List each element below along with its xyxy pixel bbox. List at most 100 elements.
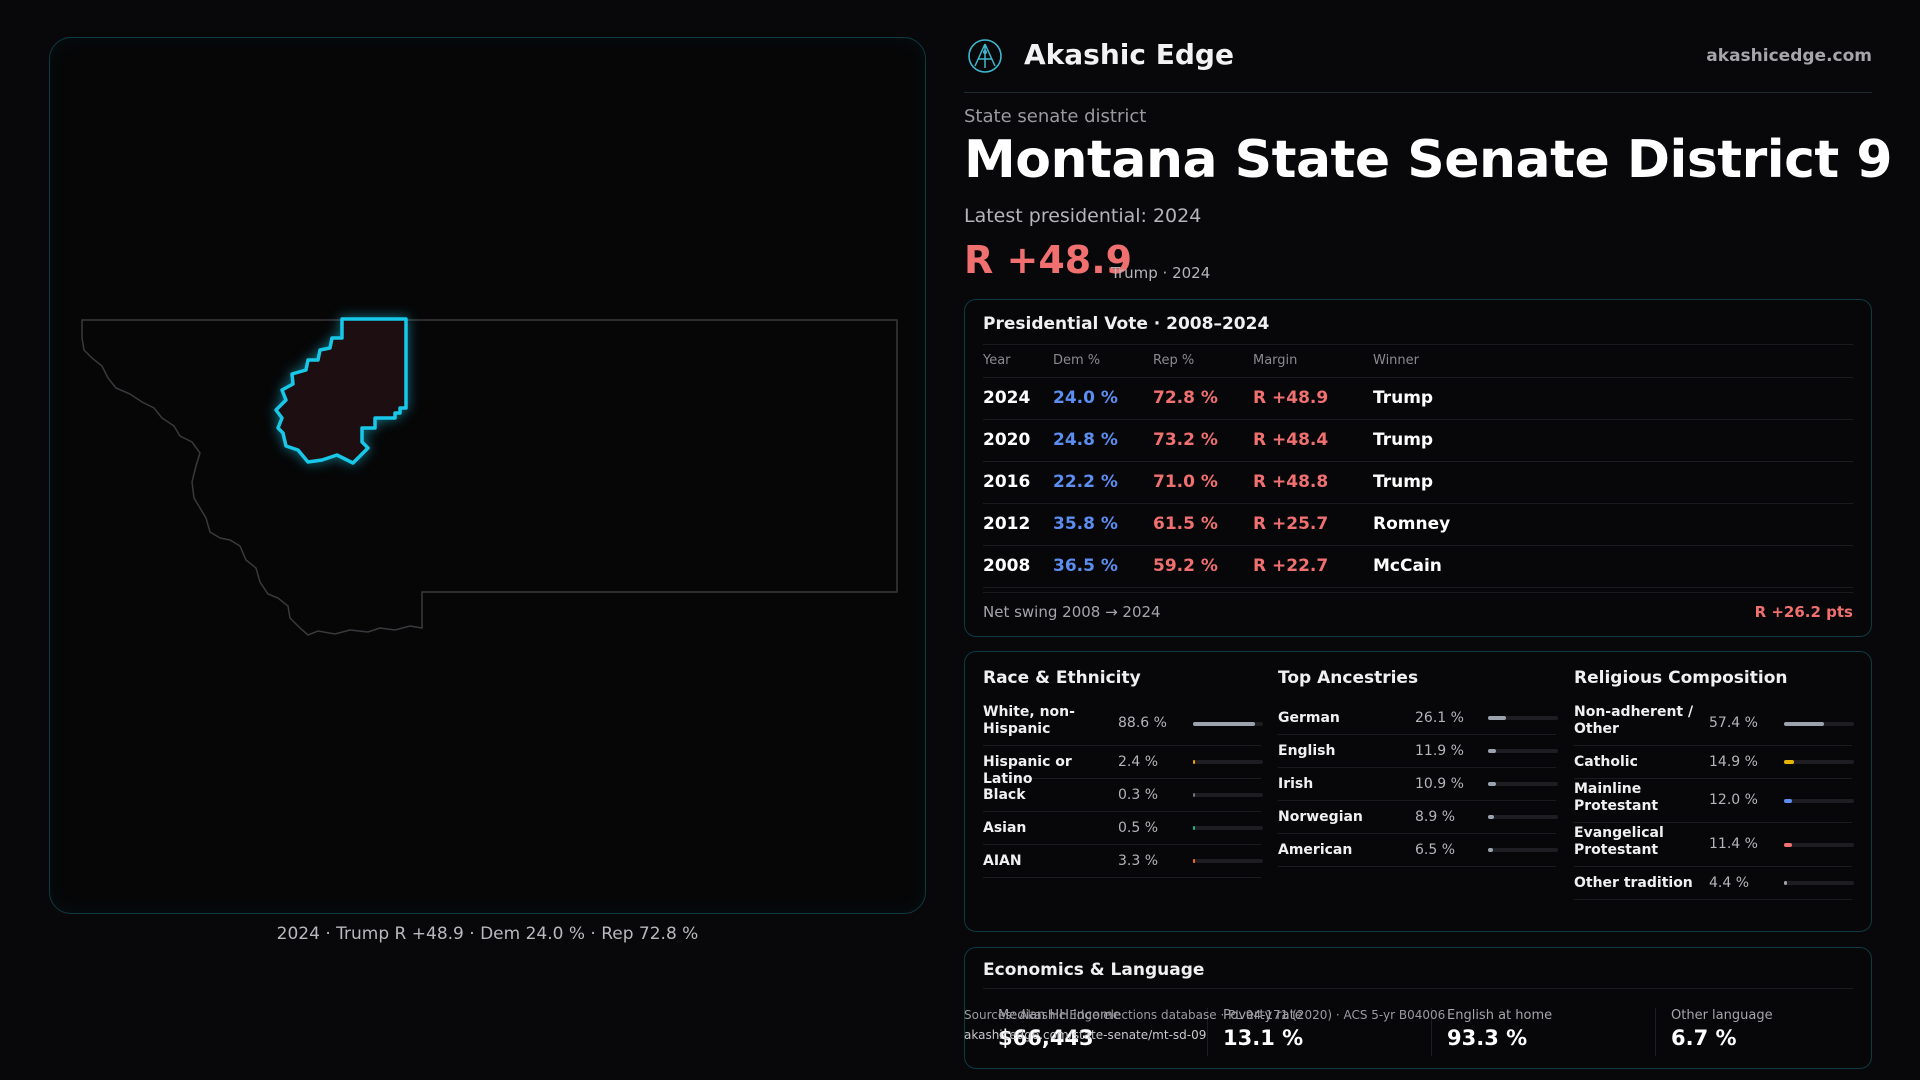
- cell-margin: R +48.9: [1253, 388, 1329, 408]
- ancestries-section: Top Ancestries German 26.1 % English 11.9 %…: [1278, 652, 1558, 933]
- econ-separator: [1655, 1008, 1656, 1056]
- cell-dem: 24.8 %: [1053, 430, 1118, 450]
- net-swing-value: R +26.2 pts: [1754, 603, 1853, 621]
- econ-median-income: Median HH income $66,443: [998, 1008, 1208, 1063]
- econ-value: 93.3 %: [1447, 1026, 1528, 1050]
- religion-title: Religious Composition: [1574, 668, 1788, 688]
- cell-rep: 73.2 %: [1153, 430, 1218, 450]
- row-value: 3.3 %: [1118, 852, 1159, 869]
- share-bar-fill: [1488, 782, 1496, 786]
- row-value: 88.6 %: [1118, 715, 1167, 731]
- state-map-svg: [81, 317, 898, 636]
- economics-card: Economics & Language Median HH income $6…: [964, 947, 1872, 1069]
- source-url[interactable]: akashicedge.com/state-senate/mt-sd-09: [964, 1028, 1207, 1042]
- share-bar: [1193, 859, 1263, 863]
- list-item: Hispanic or Latino 2.4 %: [983, 746, 1263, 787]
- share-bar-fill: [1784, 842, 1792, 847]
- list-item: German 26.1 %: [1278, 702, 1558, 735]
- source-footnote: Sources: Akashic Edge elections database…: [964, 1005, 1464, 1045]
- brand-url[interactable]: akashicedge.com: [1706, 46, 1872, 66]
- share-bar: [1193, 760, 1263, 764]
- row-label: Other tradition: [1574, 875, 1693, 891]
- row-label: Irish: [1278, 776, 1314, 792]
- table-row: 2012 35.8 % 61.5 % R +25.7 Romney: [983, 504, 1853, 546]
- cell-dem: 36.5 %: [1053, 556, 1118, 576]
- cell-year: 2020: [983, 430, 1031, 450]
- cell-margin: R +48.4: [1253, 430, 1329, 450]
- share-bar-fill: [1193, 793, 1195, 797]
- table-row: 2016 22.2 % 71.0 % R +48.8 Trump: [983, 462, 1853, 504]
- religion-section: Religious Composition Non-adherent / Oth…: [1574, 652, 1854, 933]
- row-value: 12.0 %: [1709, 792, 1758, 808]
- row-value: 2.4 %: [1118, 753, 1159, 770]
- row-value: 8.9 %: [1415, 808, 1456, 825]
- share-bar: [1488, 815, 1558, 819]
- share-bar: [1784, 721, 1854, 726]
- row-label: Evangelical Protestant: [1574, 825, 1664, 858]
- headline-margin-sub: Trump · 2024: [1111, 264, 1211, 282]
- econ-separator: [1431, 1008, 1432, 1056]
- econ-label: Poverty rate: [1223, 1008, 1303, 1023]
- share-bar-fill: [1488, 716, 1507, 720]
- source-text: Sources: Akashic Edge elections database…: [964, 1008, 1446, 1022]
- economics-title: Economics & Language: [983, 960, 1205, 980]
- share-bar: [1488, 716, 1558, 720]
- row-value: 26.1 %: [1415, 709, 1464, 726]
- share-bar: [1488, 749, 1558, 753]
- econ-separator: [1207, 1008, 1208, 1056]
- row-value: 0.5 %: [1118, 819, 1159, 836]
- header-year: Year: [983, 353, 1011, 368]
- list-item: English 11.9 %: [1278, 735, 1558, 768]
- row-value: 11.9 %: [1415, 742, 1464, 759]
- cell-winner: Trump: [1373, 430, 1434, 450]
- map-caption: 2024 · Trump R +48.9 · Dem 24.0 % · Rep …: [276, 924, 699, 944]
- cell-rep: 72.8 %: [1153, 388, 1218, 408]
- ancestries-title: Top Ancestries: [1278, 668, 1419, 688]
- header-winner: Winner: [1373, 353, 1420, 368]
- list-item: AIAN 3.3 %: [983, 845, 1263, 878]
- row-label: Asian: [983, 820, 1027, 836]
- cell-winner: Trump: [1373, 388, 1434, 408]
- cell-rep: 61.5 %: [1153, 514, 1218, 534]
- row-label: Hispanic or Latino: [983, 754, 1072, 787]
- table-row: 2024 24.0 % 72.8 % R +48.9 Trump: [983, 378, 1853, 420]
- share-bar: [1784, 881, 1854, 885]
- share-bar-fill: [1784, 721, 1825, 726]
- row-value: 4.4 %: [1709, 874, 1750, 891]
- cell-winner: Trump: [1373, 472, 1434, 492]
- header-dem: Dem %: [1053, 353, 1101, 368]
- share-bar: [1193, 721, 1263, 726]
- cell-rep: 71.0 %: [1153, 472, 1218, 492]
- cell-margin: R +25.7: [1253, 514, 1329, 534]
- econ-value: 13.1 %: [1223, 1026, 1304, 1050]
- list-item: Asian 0.5 %: [983, 812, 1263, 845]
- cell-dem: 35.8 %: [1053, 514, 1118, 534]
- brand-name[interactable]: Akashic Edge: [1024, 38, 1234, 71]
- cell-rep: 59.2 %: [1153, 556, 1218, 576]
- district-type: State senate district: [964, 106, 1147, 127]
- row-label: Non-adherent / Other: [1574, 704, 1694, 737]
- table-row: 2008 36.5 % 59.2 % R +22.7 McCain: [983, 546, 1853, 588]
- row-label: Mainline Protestant: [1574, 781, 1659, 814]
- list-item: Other tradition 4.4 %: [1574, 867, 1854, 900]
- list-item: American 6.5 %: [1278, 834, 1558, 867]
- presidential-vote-title: Presidential Vote · 2008–2024: [983, 314, 1270, 334]
- district-map[interactable]: [49, 37, 926, 914]
- list-item: White, non-Hispanic 88.6 %: [983, 702, 1263, 746]
- econ-label: English at home: [1447, 1008, 1553, 1023]
- econ-label: Other language: [1671, 1008, 1773, 1023]
- row-label: German: [1278, 710, 1340, 726]
- row-value: 10.9 %: [1415, 775, 1464, 792]
- cell-year: 2016: [983, 472, 1031, 492]
- row-value: 11.4 %: [1709, 836, 1758, 852]
- list-item: Evangelical Protestant 11.4 %: [1574, 823, 1854, 867]
- cell-year: 2012: [983, 514, 1031, 534]
- share-bar-fill: [1488, 848, 1493, 852]
- share-bar: [1488, 848, 1558, 852]
- table-header: Year Dem % Rep % Margin Winner: [983, 344, 1853, 378]
- share-bar-fill: [1488, 749, 1497, 753]
- cell-winner: Romney: [1373, 514, 1451, 534]
- row-value: 0.3 %: [1118, 786, 1159, 803]
- net-swing-label: Net swing 2008 → 2024: [983, 603, 1161, 621]
- demographics-card: Race & Ethnicity White, non-Hispanic 88.6…: [964, 651, 1872, 932]
